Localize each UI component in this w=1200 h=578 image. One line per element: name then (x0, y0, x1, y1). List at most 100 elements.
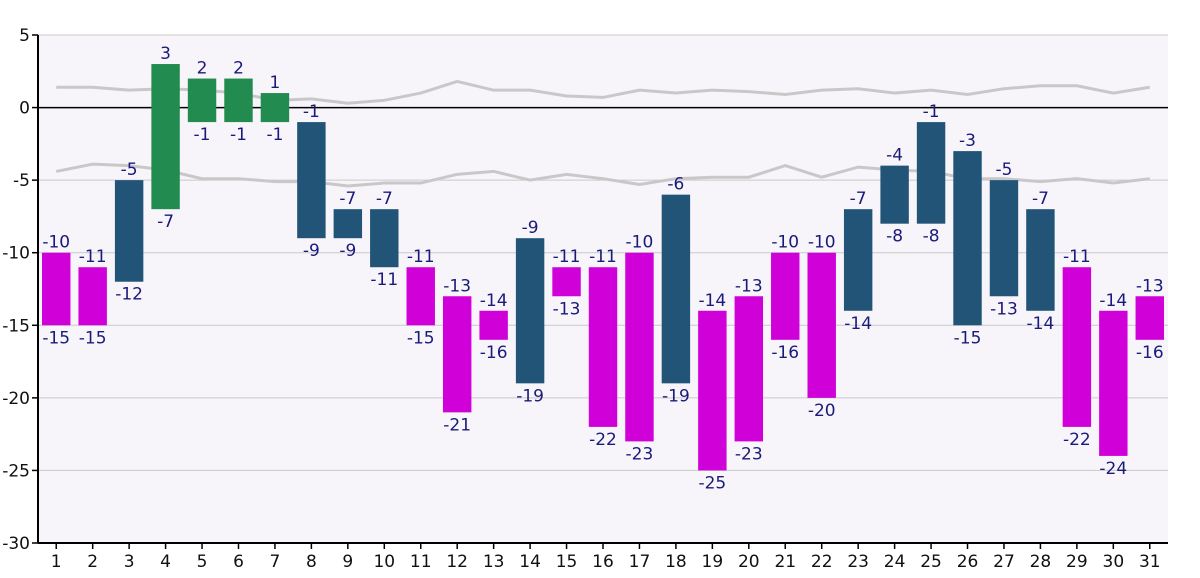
bar-3-high-label: -5 (121, 160, 138, 180)
bar-14-low-label: -19 (516, 386, 544, 406)
bar-21 (771, 252, 800, 340)
x-tick-label-13: 13 (483, 552, 505, 572)
bar-7-high-label: 1 (270, 73, 281, 93)
bar-18-low-label: -19 (662, 386, 690, 406)
bar-28-low-label: -14 (1027, 314, 1055, 334)
bar-3-low-label: -12 (115, 285, 143, 305)
bar-9 (333, 209, 363, 239)
bar-2-low-label: -15 (79, 328, 107, 348)
bar-7-low-label: -1 (266, 125, 283, 145)
x-tick-label-30: 30 (1103, 552, 1125, 572)
bar-5-low-label: -1 (194, 125, 211, 145)
x-tick-label-31: 31 (1139, 552, 1161, 572)
y-tick-label-1: 0 (19, 99, 30, 119)
bar-14-high-label: -9 (522, 218, 539, 238)
x-tick-label-5: 5 (197, 552, 208, 572)
bar-26-low-label: -15 (954, 328, 982, 348)
bar-23 (843, 209, 873, 311)
bar-29-low-label: -22 (1063, 430, 1091, 450)
x-tick-label-7: 7 (270, 552, 281, 572)
bar-3 (114, 180, 144, 282)
x-tick-label-4: 4 (160, 552, 171, 572)
x-ticks: 1 2 3 4 5 6 7 8 9 10 11 12 13 14 15 16 17 18 19 20 21 22 23 24 2… (51, 543, 1161, 572)
bar-31 (1135, 296, 1164, 340)
bar-17 (625, 252, 654, 442)
bar-1-high-label: -10 (42, 233, 70, 253)
x-tick-label-28: 28 (1030, 552, 1052, 572)
bar-28 (1026, 209, 1055, 311)
x-tick-label-10: 10 (373, 552, 395, 572)
bar-10-high-label: -7 (376, 189, 393, 209)
x-tick-label-15: 15 (556, 552, 578, 572)
x-tick-label-6: 6 (233, 552, 244, 572)
bar-12-low-label: -21 (443, 415, 471, 435)
y-tick-label-6: -25 (2, 461, 30, 481)
bar-17-high-label: -10 (626, 233, 654, 253)
bar-19-high-label: -14 (698, 291, 726, 311)
bar-23-low-label: -14 (844, 314, 872, 334)
bar-16 (588, 267, 618, 427)
x-tick-label-27: 27 (993, 552, 1015, 572)
x-tick-label-23: 23 (847, 552, 869, 572)
y-tick-label-2: -5 (13, 171, 30, 191)
x-tick-label-2: 2 (87, 552, 98, 572)
y-ticks: 5 0 -5 -10 -15 -20 -25 -30 (2, 26, 38, 554)
bar-6-low-label: -1 (230, 125, 247, 145)
bar-17-low-label: -23 (626, 444, 654, 464)
bar-25-high-label: -1 (923, 102, 940, 122)
bar-30-low-label: -24 (1099, 459, 1127, 479)
x-tick-label-26: 26 (957, 552, 979, 572)
bar-5 (187, 78, 217, 123)
bar-21-high-label: -10 (771, 233, 799, 253)
bar-27-low-label: -13 (990, 299, 1018, 319)
bar-26 (953, 151, 982, 326)
x-tick-label-24: 24 (884, 552, 906, 572)
bar-21-low-label: -16 (771, 343, 799, 363)
bar-2 (78, 267, 107, 326)
bar-22-low-label: -20 (808, 401, 836, 421)
bar-10-low-label: -11 (370, 270, 398, 290)
bar-23-high-label: -7 (850, 189, 867, 209)
x-tick-label-8: 8 (306, 552, 317, 572)
bar-8 (297, 122, 326, 239)
bar-1 (42, 252, 71, 326)
bar-18 (661, 194, 691, 384)
x-tick-label-16: 16 (592, 552, 614, 572)
bar-7 (260, 93, 290, 123)
bar-10 (370, 209, 399, 268)
x-tick-label-14: 14 (519, 552, 541, 572)
bar-11 (406, 267, 435, 326)
x-tick-label-3: 3 (124, 552, 135, 572)
x-tick-label-11: 11 (410, 552, 432, 572)
bar-8-low-label: -9 (303, 241, 320, 261)
bar-18-high-label: -6 (667, 175, 684, 195)
x-tick-label-9: 9 (342, 552, 353, 572)
bar-12-high-label: -13 (443, 276, 471, 296)
y-tick-label-3: -10 (2, 244, 30, 264)
bar-27 (989, 180, 1019, 297)
bars (42, 64, 1164, 471)
bar-22 (807, 252, 836, 398)
x-tick-label-22: 22 (811, 552, 833, 572)
bar-12 (442, 296, 472, 413)
bar-30-high-label: -14 (1099, 291, 1127, 311)
x-tick-label-18: 18 (665, 552, 687, 572)
x-tick-label-12: 12 (446, 552, 468, 572)
x-tick-label-25: 25 (920, 552, 942, 572)
y-tick-label-7: -30 (2, 534, 30, 554)
bar-20-low-label: -23 (735, 444, 763, 464)
bar-20 (734, 296, 764, 442)
bar-6 (224, 78, 253, 123)
bar-16-high-label: -11 (589, 247, 617, 267)
bar-11-high-label: -11 (407, 247, 435, 267)
y-tick-label-5: -20 (2, 389, 30, 409)
bar-15-low-label: -13 (553, 299, 581, 319)
bar-24-high-label: -4 (886, 146, 903, 166)
bar-20-high-label: -13 (735, 276, 763, 296)
bar-24 (880, 165, 909, 224)
bar-13-high-label: -14 (480, 291, 508, 311)
bar-26-high-label: -3 (959, 131, 976, 151)
x-tick-label-21: 21 (774, 552, 796, 572)
